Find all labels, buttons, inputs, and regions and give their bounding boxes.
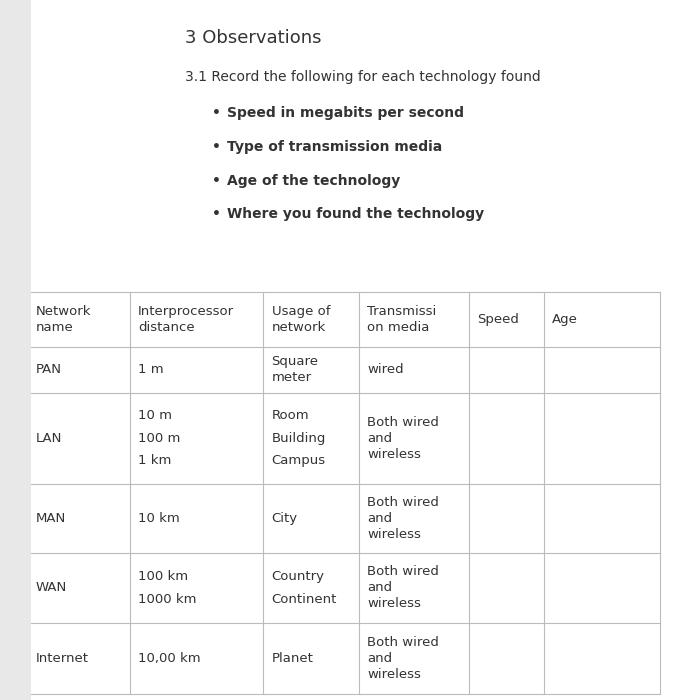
Text: Country: Country — [272, 570, 324, 582]
Text: Both wired
and
wireless: Both wired and wireless — [367, 636, 439, 681]
Text: wired: wired — [367, 363, 404, 377]
Text: Room: Room — [272, 409, 309, 422]
Text: 100 m: 100 m — [138, 431, 181, 444]
Text: •: • — [212, 207, 221, 221]
Text: Campus: Campus — [272, 454, 326, 468]
Text: 1 km: 1 km — [138, 454, 172, 468]
Text: LAN: LAN — [36, 431, 62, 444]
Text: Speed: Speed — [477, 313, 518, 326]
Text: Where you found the technology: Where you found the technology — [227, 207, 484, 221]
Text: City: City — [272, 512, 298, 525]
Text: Square
meter: Square meter — [272, 356, 319, 384]
Text: 10 km: 10 km — [138, 512, 180, 525]
Text: WAN: WAN — [36, 581, 67, 594]
Text: •: • — [212, 140, 221, 154]
Text: 10 m: 10 m — [138, 409, 172, 422]
Text: Planet: Planet — [272, 652, 313, 665]
Text: 1000 km: 1000 km — [138, 593, 197, 606]
Text: •: • — [212, 106, 221, 120]
Text: Internet: Internet — [36, 652, 88, 665]
Text: 3.1 Record the following for each technology found: 3.1 Record the following for each techno… — [185, 70, 540, 84]
Text: Both wired
and
wireless: Both wired and wireless — [367, 416, 439, 461]
Text: Continent: Continent — [272, 593, 337, 606]
Text: Type of transmission media: Type of transmission media — [227, 140, 443, 154]
Text: •: • — [212, 174, 221, 188]
Text: 3 Observations: 3 Observations — [185, 29, 321, 48]
Text: Age of the technology: Age of the technology — [227, 174, 400, 188]
Text: 1 m: 1 m — [138, 363, 163, 377]
Text: Building: Building — [272, 431, 326, 444]
Text: Network
name: Network name — [36, 305, 91, 334]
Text: PAN: PAN — [36, 363, 62, 377]
Text: Both wired
and
wireless: Both wired and wireless — [367, 566, 439, 610]
Text: Both wired
and
wireless: Both wired and wireless — [367, 496, 439, 541]
Text: 100 km: 100 km — [138, 570, 188, 582]
Text: 10,00 km: 10,00 km — [138, 652, 201, 665]
Text: Speed in megabits per second: Speed in megabits per second — [227, 106, 464, 120]
Text: Usage of
network: Usage of network — [272, 305, 330, 334]
Text: MAN: MAN — [36, 512, 66, 525]
Text: Transmissi
on media: Transmissi on media — [367, 305, 436, 334]
Text: Interprocessor
distance: Interprocessor distance — [138, 305, 235, 334]
Text: Age: Age — [552, 313, 578, 326]
